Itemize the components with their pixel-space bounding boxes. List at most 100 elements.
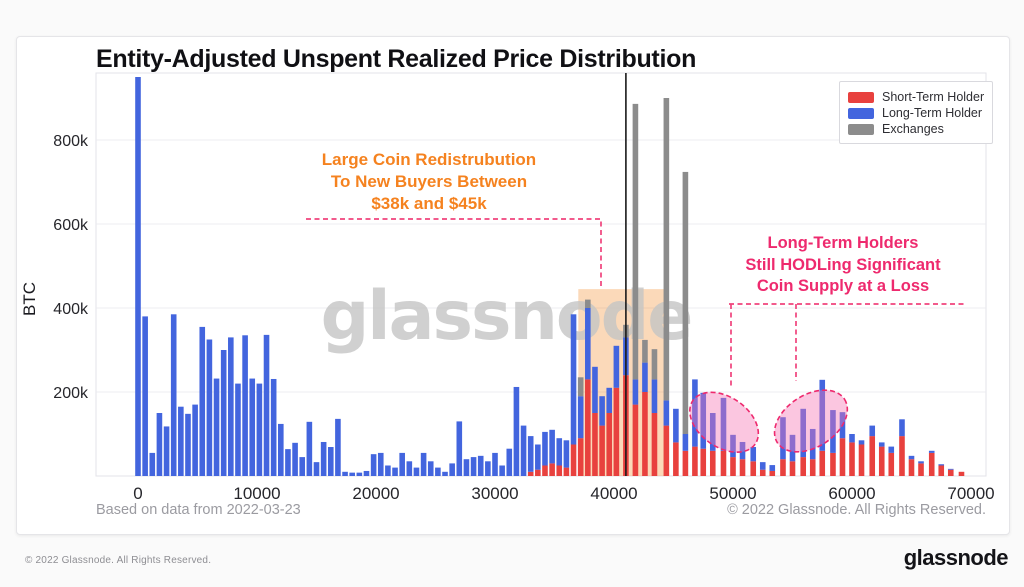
legend-swatch-icon [848,91,874,103]
bar-long-term [858,440,865,445]
bar-long-term [470,457,477,476]
bar-long-term [535,444,541,470]
bar-long-term [392,467,398,476]
bar-long-term [156,413,163,476]
bar-short-term [730,457,736,476]
x-tick-label: 50000 [709,484,756,503]
bar-long-term [592,366,598,413]
bar-long-term [256,383,263,476]
bar-short-term [899,436,905,476]
bar-long-term [299,457,306,476]
y-tick-label: 600k [53,217,89,234]
bar-short-term [563,467,570,476]
bar-long-term [651,379,658,413]
bar-long-term [769,465,776,471]
glassnode-watermark: glassnode [321,277,692,356]
annotation-redistribution-line3: $38k and $45k [371,194,487,213]
bar-short-term [830,452,836,476]
bar-long-term [800,408,807,458]
bar-long-term [888,446,895,453]
bar-short-term [632,404,639,476]
bar-short-term [682,450,689,476]
bar-long-term [878,442,885,447]
bar-short-term [750,461,757,476]
glassnode-logo: glassnode [903,545,1009,570]
bar-short-term [642,392,648,476]
bar-short-term [673,442,679,476]
bar-long-term [830,410,836,453]
bar-long-term [739,441,746,460]
hodl-ellipse-2 [773,389,849,453]
bar-short-term [908,459,915,476]
bar-short-term [570,444,577,476]
bar-long-term [249,378,256,476]
bar-long-term [869,425,876,437]
bar-long-term [306,421,313,476]
bar-long-term [199,326,206,476]
bar-long-term [463,459,470,476]
bar-long-term [292,442,298,476]
redistribution-pointer-line [306,218,602,289]
bar-long-term [263,334,270,476]
legend-item-label: Exchanges [882,122,944,136]
bar-long-term [413,467,420,476]
annotation-redistribution: Large Coin Redistrubution To New Buyers … [289,149,569,215]
hodl-ellipse-1 [689,391,760,453]
bar-short-term [800,457,807,476]
bar-long-term [542,431,548,466]
bar-short-term [789,461,796,476]
bar-short-term [549,463,555,476]
bar-short-term [585,379,591,476]
legend-item-label: Long-Term Holder [882,106,983,120]
bar-short-term [888,452,895,476]
bar-long-term [730,434,736,458]
bar-long-term [456,421,463,476]
y-tick-label: 200k [53,385,89,402]
bar-short-term [700,448,707,476]
legend-item-2: Exchanges [848,122,984,136]
bar-exchanges [682,171,689,435]
copyright-caption: © 2022 Glassnode. All Rights Reserved. [727,502,986,518]
bar-short-term [780,459,786,476]
legend-item-label: Short-Term Holder [882,90,985,104]
bar-long-term [370,454,377,476]
bar-long-term [377,452,384,476]
bar-long-term [928,450,935,453]
bar-long-term [606,387,613,413]
y-axis-title: BTC [20,282,39,316]
bar-short-term [839,438,846,476]
bar-long-term [849,434,855,443]
bar-exchanges [651,349,658,380]
bar-long-term [673,408,679,443]
bar-long-term [442,471,448,476]
bar-long-term [235,383,241,476]
bar-long-term [142,316,148,476]
bar-short-term [809,459,816,476]
bar-long-term [513,386,520,476]
bar-long-term [642,362,648,392]
bar-long-term [485,461,491,476]
legend-item-0: Short-Term Holder [848,90,984,104]
bar-long-term [789,434,796,462]
x-tick-label: 10000 [233,484,280,503]
bar-long-term [780,417,786,460]
bar-long-term [320,441,327,476]
annotation-redistribution-line2: To New Buyers Between [330,172,528,191]
legend-swatch-icon [848,107,874,119]
bar-short-term [577,438,584,476]
bar-long-term [242,335,248,476]
x-tick-label: 20000 [352,484,399,503]
bar-long-term [206,339,213,476]
bar-short-term [720,450,727,476]
bar-short-term [606,413,613,476]
bar-long-term [178,406,184,476]
bar-exchanges [577,377,584,397]
bar-long-term [192,404,198,476]
bar-long-term [213,378,220,476]
bar-long-term [809,428,816,460]
bar-long-term [938,464,945,466]
bar-long-term [663,400,670,426]
bar-long-term [363,470,370,476]
bar-short-term [938,465,945,476]
legend-item-1: Long-Term Holder [848,106,984,120]
